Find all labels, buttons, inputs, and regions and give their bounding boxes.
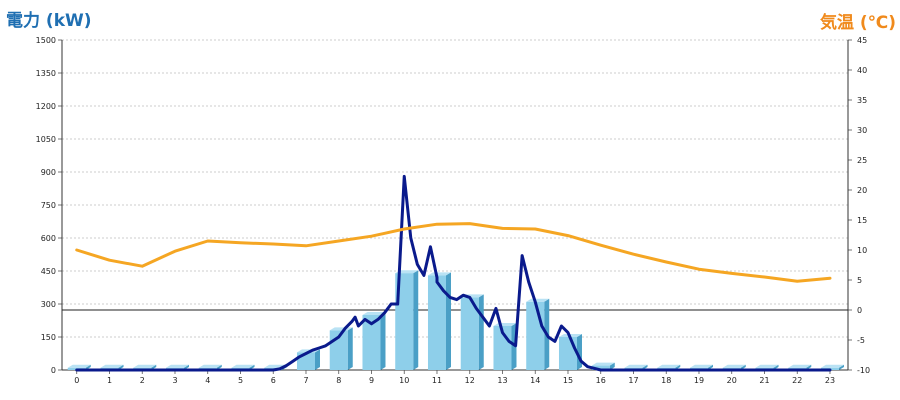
left-tick-label: 1500 <box>36 36 56 45</box>
x-tick-label: 7 <box>303 376 308 385</box>
x-tick-label: 9 <box>369 376 374 385</box>
bar-side <box>478 294 484 370</box>
bar-top <box>67 364 91 368</box>
bar-top <box>689 364 713 368</box>
bar-side <box>838 364 844 370</box>
bar-top <box>198 364 222 368</box>
right-tick-label: 35 <box>857 96 867 105</box>
x-tick-label: 16 <box>596 376 606 385</box>
right-tick-label: -10 <box>857 366 870 375</box>
power-bar <box>427 275 446 370</box>
x-tick-label: 8 <box>336 376 341 385</box>
right-tick-label: 30 <box>857 126 867 135</box>
x-tick-label: 13 <box>497 376 507 385</box>
x-tick-label: 6 <box>271 376 276 385</box>
power-bar <box>558 337 577 370</box>
right-tick-label: 20 <box>857 186 867 195</box>
bar-top <box>526 298 550 302</box>
bar-top <box>657 364 681 368</box>
x-tick-label: 19 <box>694 376 704 385</box>
right-tick-label: -5 <box>857 336 865 345</box>
right-tick-label: 25 <box>857 156 867 165</box>
power-bar <box>395 273 414 370</box>
bar-side <box>413 270 419 370</box>
left-tick-label: 750 <box>41 201 56 210</box>
bar-side <box>445 272 451 370</box>
bar-top <box>165 364 189 368</box>
bar-top <box>591 362 615 366</box>
x-tick-label: 0 <box>74 376 79 385</box>
bar-side <box>380 312 386 370</box>
left-axis-title: 電力 (kW) <box>6 11 92 31</box>
x-tick-label: 15 <box>563 376 573 385</box>
bar-top <box>788 364 812 368</box>
right-tick-label: 0 <box>857 306 862 315</box>
bar-top <box>755 364 779 368</box>
left-tick-label: 0 <box>51 366 56 375</box>
x-tick-label: 21 <box>759 376 769 385</box>
power-line <box>75 174 832 372</box>
right-tick-label: 45 <box>857 36 867 45</box>
bar-top <box>362 312 386 315</box>
bar-top <box>133 364 157 368</box>
bar-top <box>395 270 419 274</box>
right-tick-label: 10 <box>857 246 867 255</box>
x-tick-label: 3 <box>172 376 177 385</box>
x-tick-label: 1 <box>107 376 112 385</box>
right-tick-label: 15 <box>857 216 867 225</box>
x-tick-label: 22 <box>792 376 802 385</box>
left-tick-label: 900 <box>41 168 56 177</box>
x-tick-label: 17 <box>628 376 638 385</box>
bar-top <box>100 364 124 368</box>
x-tick-label: 4 <box>205 376 210 385</box>
x-tick-label: 18 <box>661 376 671 385</box>
x-tick-label: 2 <box>140 376 145 385</box>
left-tick-label: 150 <box>41 333 56 342</box>
bar-top <box>427 272 451 276</box>
power-bar <box>526 301 545 370</box>
x-tick-label: 10 <box>399 376 409 385</box>
left-tick-label: 1200 <box>36 102 56 111</box>
power-bar <box>591 365 610 370</box>
bar-side <box>347 327 353 370</box>
x-tick-label: 14 <box>530 376 540 385</box>
left-tick-label: 1350 <box>36 69 56 78</box>
right-axis-title: 気温 (℃) <box>819 13 896 33</box>
power-bar <box>460 297 479 370</box>
bar-top <box>624 364 648 368</box>
x-tick-label: 5 <box>238 376 243 385</box>
x-tick-label: 11 <box>432 376 442 385</box>
bar-side <box>314 349 320 370</box>
temperature-line <box>75 222 832 283</box>
left-tick-label: 1050 <box>36 135 56 144</box>
bar-top <box>722 364 746 368</box>
power-bar <box>362 315 381 370</box>
left-tick-label: 450 <box>41 267 56 276</box>
bar-side <box>609 362 615 370</box>
x-tick-label: 12 <box>465 376 475 385</box>
right-tick-label: 40 <box>857 66 867 75</box>
bar-top <box>231 364 255 368</box>
right-tick-label: 5 <box>857 276 862 285</box>
x-tick-label: 20 <box>727 376 737 385</box>
x-tick-label: 23 <box>825 376 835 385</box>
left-tick-label: 300 <box>41 300 56 309</box>
left-tick-label: 600 <box>41 234 56 243</box>
bar-top <box>820 364 844 368</box>
